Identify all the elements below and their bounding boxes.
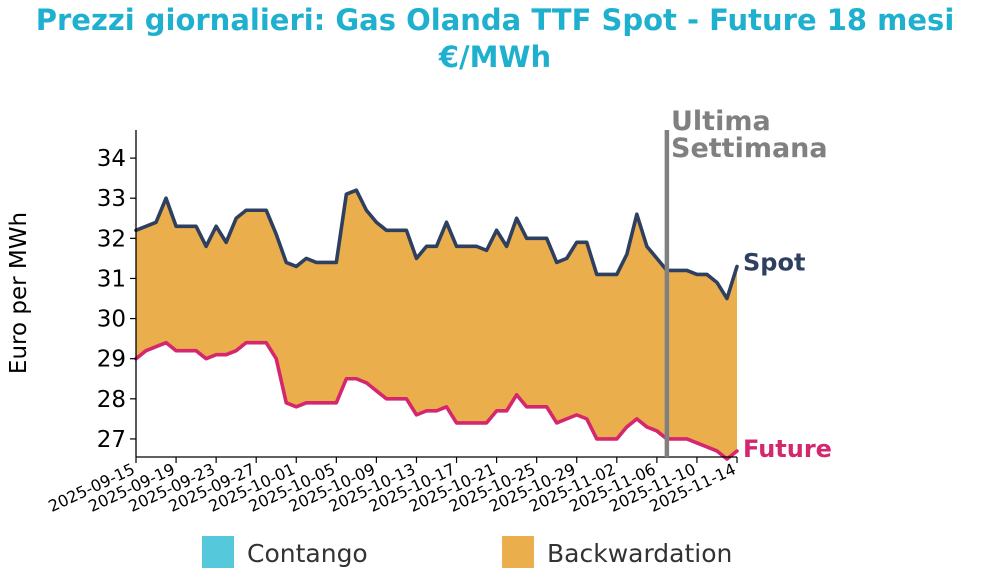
y-tick-label: 31: [97, 266, 126, 292]
legend: Contango Backwardation: [202, 536, 732, 568]
legend-swatch-backwardation: [502, 536, 534, 568]
y-tick-label: 32: [97, 226, 126, 252]
spot-series-label: Spot: [743, 248, 805, 276]
y-axis-label: Euro per MWh: [6, 212, 32, 374]
spot-series-line: [134, 188, 739, 301]
y-tick-label: 29: [97, 347, 126, 373]
x-ticks: 2025-09-152025-09-192025-09-232025-09-27…: [45, 457, 739, 516]
future-series-label: Future: [743, 435, 832, 463]
last-week-label-line1: Ultima: [671, 106, 771, 137]
chart-title: Prezzi giornalieri: Gas Olanda TTF Spot …: [36, 3, 955, 37]
legend-label-contango: Contango: [247, 539, 368, 568]
future-series-line: [134, 340, 739, 461]
y-tick-label: 27: [97, 427, 126, 453]
chart-subtitle: €/MWh: [438, 40, 551, 74]
legend-swatch-contango: [202, 536, 234, 568]
backwardation-area: [136, 190, 737, 460]
y-ticks: 27 28 29 30 31 32 33 34: [97, 146, 136, 453]
y-tick-label: 28: [97, 387, 126, 413]
y-tick-label: 34: [97, 146, 126, 172]
series-lines-layer: [134, 188, 739, 461]
last-week-label-line2: Settimana: [671, 133, 828, 164]
legend-label-backwardation: Backwardation: [547, 539, 732, 568]
y-tick-label: 33: [97, 186, 126, 212]
backwardation-area-layer: [136, 190, 737, 460]
y-tick-label: 30: [97, 307, 126, 333]
